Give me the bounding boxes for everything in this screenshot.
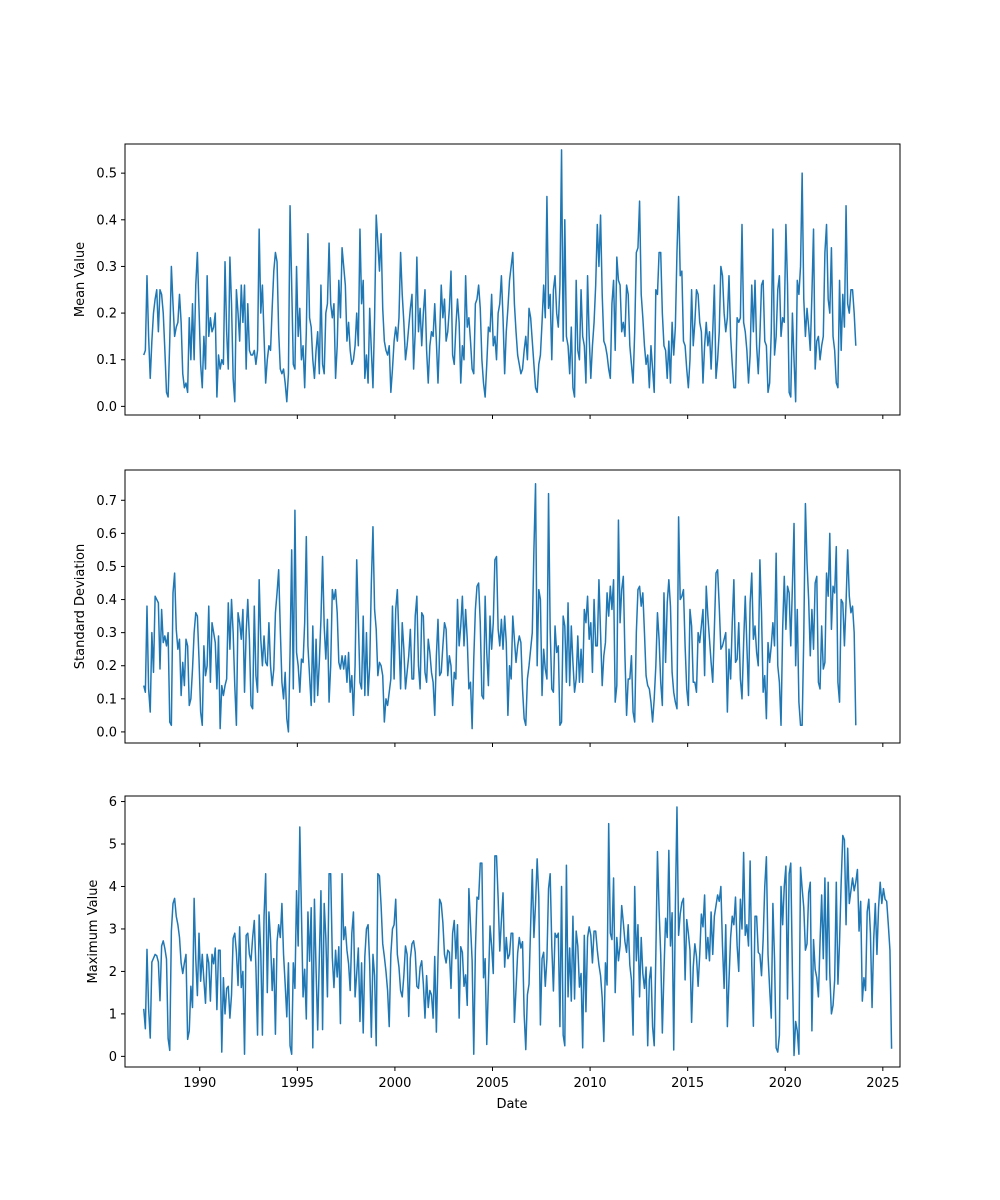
subplot-standard-deviation: 0.0 0.1 0.2 0.3 0.4 0.5 0.6 0.7 Standard Deviat… (73, 469, 901, 747)
y-tick-label: 0.0 (96, 400, 117, 415)
y-tick-label: 0.4 (96, 213, 117, 228)
y-axis-label: Maximum Value (86, 880, 101, 984)
x-tick-label: 1990 (183, 1076, 216, 1091)
x-axis-label: Date (496, 1097, 527, 1112)
y-tick-label: 0.3 (96, 260, 117, 275)
x-tick-label: 1995 (281, 1076, 314, 1091)
y-tick-label: 0.0 (96, 725, 117, 740)
y-tick-label: 0.1 (96, 692, 117, 707)
y-tick-label: 0.4 (96, 593, 117, 608)
series-line-0 (143, 482, 857, 733)
series-line-0 (143, 149, 857, 403)
series-layer (142, 806, 893, 1057)
y-tick-label: 0.3 (96, 626, 117, 641)
y-tick-label: 0.2 (96, 659, 117, 674)
y-tick-label: 0.5 (96, 167, 117, 182)
axes-frame (124, 795, 901, 1068)
ticks-layer: 0.0 0.1 0.2 0.3 0.4 0.5 (96, 167, 884, 419)
y-tick-label: 0 (109, 1050, 117, 1065)
x-tick-label: 2000 (378, 1076, 411, 1091)
axes-frame (124, 143, 901, 416)
series-layer (143, 149, 857, 403)
ticks-layer: 0.0 0.1 0.2 0.3 0.4 0.5 0.6 0.7 (96, 494, 884, 747)
y-tick-label: 0.6 (96, 527, 117, 542)
y-tick-label: 3 (109, 922, 117, 937)
y-tick-label: 0.5 (96, 560, 117, 575)
y-tick-label: 0.7 (96, 494, 117, 509)
y-axis-label: Mean Value (73, 242, 88, 317)
series-layer (143, 482, 857, 733)
axes-frame (124, 469, 901, 744)
y-tick-label: 2 (109, 965, 117, 980)
x-tick-label: 2015 (671, 1076, 704, 1091)
x-tick-label: 2010 (574, 1076, 607, 1091)
y-tick-label: 0.1 (96, 353, 117, 368)
y-tick-label: 5 (109, 838, 117, 853)
subplot-mean-value: 0.0 0.1 0.2 0.3 0.4 0.5 Mean Value (73, 143, 901, 419)
y-tick-label: 1 (109, 1007, 117, 1022)
series-line-0 (142, 806, 893, 1057)
x-tick-label: 2005 (476, 1076, 509, 1091)
y-tick-label: 0.2 (96, 307, 117, 322)
x-tick-label: 2025 (866, 1076, 899, 1091)
x-tick-label: 2020 (769, 1076, 802, 1091)
y-tick-label: 4 (109, 880, 117, 895)
ticks-layer: 0 1 2 3 4 5 6 1990 1995 2000 2005 2010 2015 2020 2025 (109, 795, 900, 1091)
y-tick-label: 6 (109, 795, 117, 810)
y-axis-label: Standard Deviation (73, 544, 88, 669)
